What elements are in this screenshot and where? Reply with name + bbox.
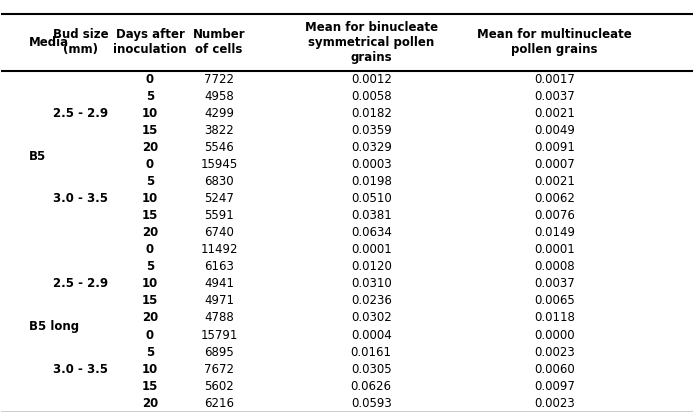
- Text: 6830: 6830: [204, 175, 234, 188]
- Text: 15945: 15945: [201, 158, 238, 171]
- Text: 0.0149: 0.0149: [534, 226, 575, 240]
- Text: 0.0037: 0.0037: [534, 278, 575, 290]
- Text: 0.0049: 0.0049: [534, 124, 575, 137]
- Text: 0.0359: 0.0359: [351, 124, 391, 137]
- Text: 0.0302: 0.0302: [351, 311, 391, 325]
- Text: 5: 5: [146, 261, 154, 273]
- Text: 3822: 3822: [204, 124, 234, 137]
- Text: 15: 15: [142, 380, 158, 393]
- Text: 0.0004: 0.0004: [351, 328, 391, 342]
- Text: 6216: 6216: [204, 396, 234, 410]
- Text: 0: 0: [146, 158, 154, 171]
- Text: 15: 15: [142, 294, 158, 307]
- Text: Number
of cells: Number of cells: [193, 28, 246, 57]
- Text: 0.0091: 0.0091: [534, 141, 575, 154]
- Text: 6163: 6163: [204, 261, 234, 273]
- Text: 3.0 - 3.5: 3.0 - 3.5: [53, 192, 108, 205]
- Text: B5: B5: [29, 150, 46, 163]
- Text: 0.0021: 0.0021: [534, 107, 575, 120]
- Text: Mean for multinucleate
pollen grains: Mean for multinucleate pollen grains: [477, 28, 632, 57]
- Text: 0: 0: [146, 328, 154, 342]
- Text: 5602: 5602: [204, 380, 234, 393]
- Text: 0.0017: 0.0017: [534, 73, 575, 86]
- Text: 15: 15: [142, 209, 158, 222]
- Text: 5591: 5591: [204, 209, 234, 222]
- Text: 0.0236: 0.0236: [350, 294, 391, 307]
- Text: 0: 0: [146, 73, 154, 86]
- Text: 20: 20: [142, 396, 158, 410]
- Text: 15: 15: [142, 124, 158, 137]
- Text: 0.0058: 0.0058: [351, 90, 391, 103]
- Text: 0.0065: 0.0065: [534, 294, 575, 307]
- Text: 2.5 - 2.9: 2.5 - 2.9: [53, 278, 108, 290]
- Text: 4299: 4299: [204, 107, 234, 120]
- Text: 0.0381: 0.0381: [351, 209, 391, 222]
- Text: 0.0198: 0.0198: [350, 175, 391, 188]
- Text: 0.0182: 0.0182: [350, 107, 391, 120]
- Text: 2.5 - 2.9: 2.5 - 2.9: [53, 107, 108, 120]
- Text: 0.0021: 0.0021: [534, 175, 575, 188]
- Text: 20: 20: [142, 141, 158, 154]
- Text: 0.0329: 0.0329: [350, 141, 391, 154]
- Text: 0.0001: 0.0001: [534, 243, 575, 256]
- Text: 5: 5: [146, 346, 154, 358]
- Text: Days after
inoculation: Days after inoculation: [113, 28, 187, 57]
- Text: 6740: 6740: [204, 226, 234, 240]
- Text: 0.0305: 0.0305: [351, 363, 391, 375]
- Text: Bud size
(mm): Bud size (mm): [53, 28, 109, 57]
- Text: 0.0003: 0.0003: [351, 158, 391, 171]
- Text: 4971: 4971: [204, 294, 234, 307]
- Text: 0.0310: 0.0310: [351, 278, 391, 290]
- Text: 0.0023: 0.0023: [534, 346, 575, 358]
- Text: 11492: 11492: [201, 243, 238, 256]
- Text: 5: 5: [146, 90, 154, 103]
- Text: 0.0510: 0.0510: [351, 192, 391, 205]
- Text: 0.0593: 0.0593: [351, 396, 391, 410]
- Text: 0.0097: 0.0097: [534, 380, 575, 393]
- Text: 20: 20: [142, 226, 158, 240]
- Text: 10: 10: [142, 363, 158, 375]
- Text: 0: 0: [146, 243, 154, 256]
- Text: 7722: 7722: [204, 73, 234, 86]
- Text: 0.0634: 0.0634: [350, 226, 391, 240]
- Text: 0.0037: 0.0037: [534, 90, 575, 103]
- Text: 0.0062: 0.0062: [534, 192, 575, 205]
- Text: 7672: 7672: [204, 363, 234, 375]
- Text: 0.0161: 0.0161: [350, 346, 391, 358]
- Text: Mean for binucleate
symmetrical pollen
grains: Mean for binucleate symmetrical pollen g…: [305, 21, 438, 64]
- Text: 0.0118: 0.0118: [534, 311, 575, 325]
- Text: 15791: 15791: [201, 328, 238, 342]
- Text: 0.0626: 0.0626: [350, 380, 391, 393]
- Text: 10: 10: [142, 192, 158, 205]
- Text: 5247: 5247: [204, 192, 234, 205]
- Text: 0.0120: 0.0120: [350, 261, 391, 273]
- Text: 4788: 4788: [204, 311, 234, 325]
- Text: 5546: 5546: [204, 141, 234, 154]
- Text: 0.0012: 0.0012: [350, 73, 391, 86]
- Text: 0.0076: 0.0076: [534, 209, 575, 222]
- Text: 0.0001: 0.0001: [351, 243, 391, 256]
- Text: 10: 10: [142, 278, 158, 290]
- Text: 0.0008: 0.0008: [534, 261, 575, 273]
- Text: B5 long: B5 long: [29, 320, 79, 333]
- Text: 4958: 4958: [204, 90, 234, 103]
- Text: Media: Media: [29, 36, 69, 49]
- Text: 20: 20: [142, 311, 158, 325]
- Text: 5: 5: [146, 175, 154, 188]
- Text: 0.0000: 0.0000: [534, 328, 575, 342]
- Text: 3.0 - 3.5: 3.0 - 3.5: [53, 363, 108, 375]
- Text: 6895: 6895: [204, 346, 234, 358]
- Text: 0.0023: 0.0023: [534, 396, 575, 410]
- Text: 10: 10: [142, 107, 158, 120]
- Text: 4941: 4941: [204, 278, 234, 290]
- Text: 0.0060: 0.0060: [534, 363, 575, 375]
- Text: 0.0007: 0.0007: [534, 158, 575, 171]
